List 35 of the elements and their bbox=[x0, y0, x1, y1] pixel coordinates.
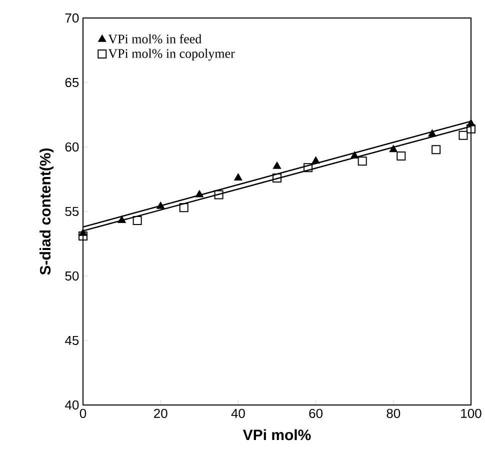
y-axis-title: S-diad content(%) bbox=[40, 148, 54, 275]
x-axis-title: VPi mol% bbox=[242, 429, 311, 440]
point bbox=[156, 202, 165, 209]
point bbox=[132, 216, 142, 226]
point bbox=[458, 130, 468, 140]
point bbox=[214, 190, 224, 200]
point bbox=[389, 145, 398, 152]
y-tick-label: 45 bbox=[65, 336, 79, 346]
y-tick-label: 40 bbox=[65, 400, 79, 410]
point bbox=[234, 173, 242, 180]
point bbox=[273, 162, 281, 169]
x-tick-label: 40 bbox=[231, 408, 245, 418]
point bbox=[304, 163, 313, 172]
y-tick-label: 70 bbox=[65, 13, 79, 23]
legend-label: VPi mol% in feed bbox=[108, 34, 202, 44]
point bbox=[179, 203, 188, 212]
point bbox=[118, 216, 126, 224]
point bbox=[312, 156, 320, 164]
point bbox=[432, 145, 441, 154]
point bbox=[358, 156, 367, 166]
y-tick-label: 65 bbox=[65, 78, 79, 88]
y-tick-label: 50 bbox=[65, 271, 79, 281]
point bbox=[78, 232, 88, 240]
y-tick-label: 55 bbox=[65, 206, 79, 216]
x-tick-label: 80 bbox=[386, 408, 400, 418]
x-tick-label: 60 bbox=[309, 408, 323, 418]
x-tick-label: 0 bbox=[80, 408, 86, 418]
point bbox=[195, 190, 204, 198]
legend-label: VPi mol% in copolymer bbox=[108, 48, 235, 61]
x-tick-label: 100 bbox=[461, 408, 482, 418]
x-tick-label: 20 bbox=[154, 408, 168, 418]
y-tick-label: 60 bbox=[65, 142, 79, 152]
point bbox=[396, 152, 406, 161]
point bbox=[350, 152, 359, 159]
point bbox=[428, 130, 436, 137]
